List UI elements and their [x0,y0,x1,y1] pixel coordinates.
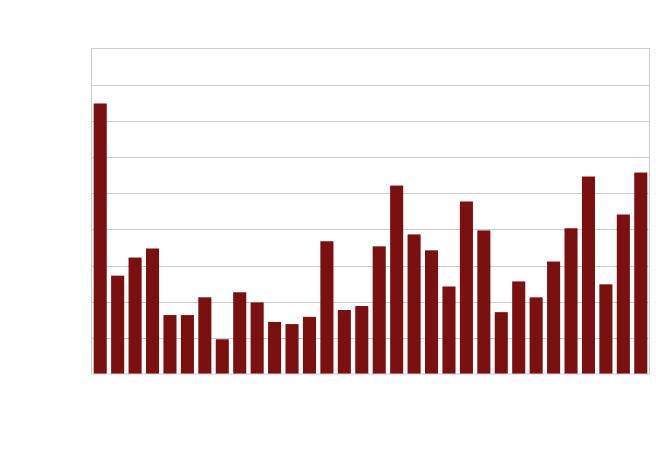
bar [581,176,596,374]
bar [355,306,369,374]
bar [599,284,613,374]
bars [93,103,648,374]
bar [128,257,142,374]
bar [320,241,334,374]
bar [407,234,421,374]
bar [477,230,491,374]
bar [442,286,456,374]
bar [180,315,194,374]
bar [529,297,543,374]
bar [250,302,264,374]
bar [616,214,630,374]
bar [547,261,561,374]
bar [390,185,404,374]
bar [145,248,160,374]
bar [198,297,212,374]
bar [111,275,125,374]
gridlines [91,85,650,339]
bar [372,246,386,374]
bar [285,324,299,374]
bar [459,201,473,374]
bar [302,316,317,374]
bar [494,312,508,374]
bar [337,309,351,374]
plot-border [91,48,650,375]
bar [163,315,177,374]
bar [233,292,247,374]
bar [424,250,439,374]
bar [93,103,107,374]
bar [634,172,648,374]
bar [215,339,229,374]
bar [268,321,282,374]
bar [564,228,578,374]
plot-frame [91,48,650,375]
bar [512,281,526,374]
